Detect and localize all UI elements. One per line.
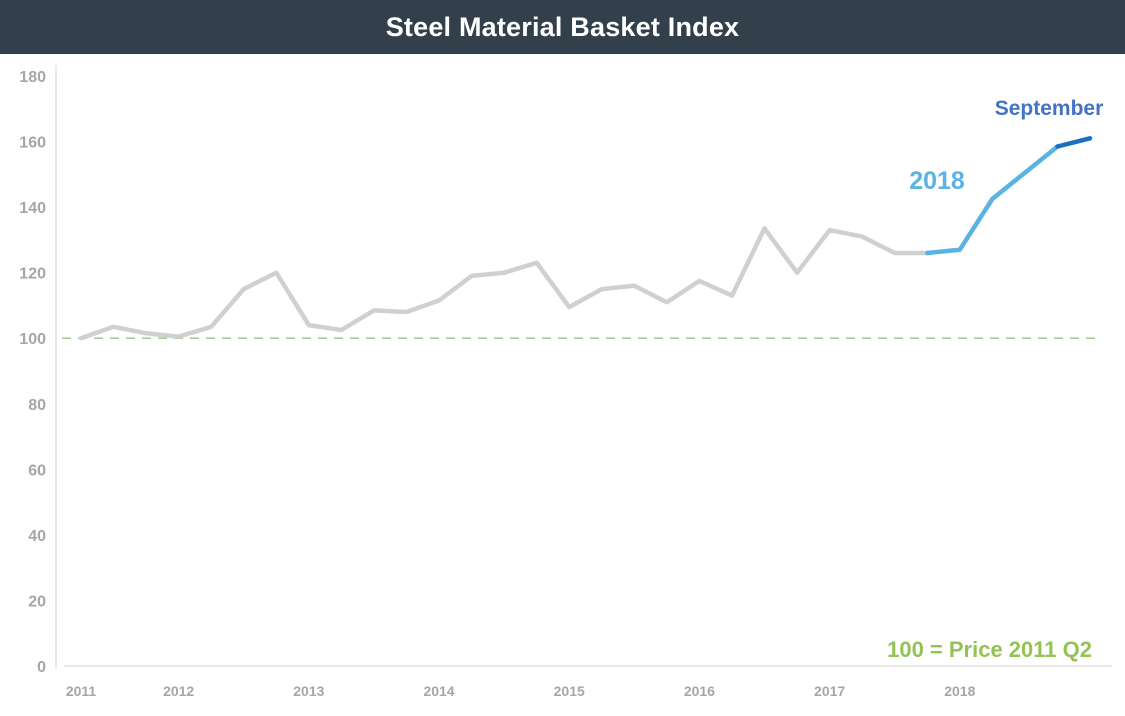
x-tick-label: 2014	[423, 683, 454, 699]
y-tick-label: 0	[37, 659, 46, 676]
series-line-history	[78, 226, 930, 341]
annotation-base-note: 100 = Price 2011 Q2	[887, 637, 1092, 662]
x-tick-label: 2011	[66, 683, 97, 699]
y-tick-label: 120	[19, 266, 46, 283]
y-tick-label: 60	[28, 462, 46, 479]
x-tick-label: 2018	[944, 683, 975, 699]
x-tick-label: 2016	[684, 683, 715, 699]
x-tick-label: 2017	[814, 683, 845, 699]
annotation-2018: 2018	[909, 167, 965, 195]
chart-title: Steel Material Basket Index	[385, 11, 740, 42]
x-tick-label: 2012	[163, 683, 194, 699]
x-tick-label: 2015	[554, 683, 585, 699]
y-tick-label: 140	[19, 200, 46, 217]
series-line-2018	[925, 144, 1060, 256]
y-tick-label: 180	[19, 69, 46, 86]
x-tick-label: 2013	[293, 683, 324, 699]
annotation-september: September	[995, 97, 1104, 120]
y-tick-label: 100	[19, 331, 46, 348]
y-tick-label: 160	[19, 135, 46, 152]
title-bar: Steel Material Basket Index	[0, 0, 1125, 54]
y-tick-label: 40	[28, 528, 46, 545]
series-line-september	[1055, 136, 1093, 149]
y-tick-label: 80	[28, 397, 46, 414]
y-tick-label: 20	[28, 593, 46, 610]
